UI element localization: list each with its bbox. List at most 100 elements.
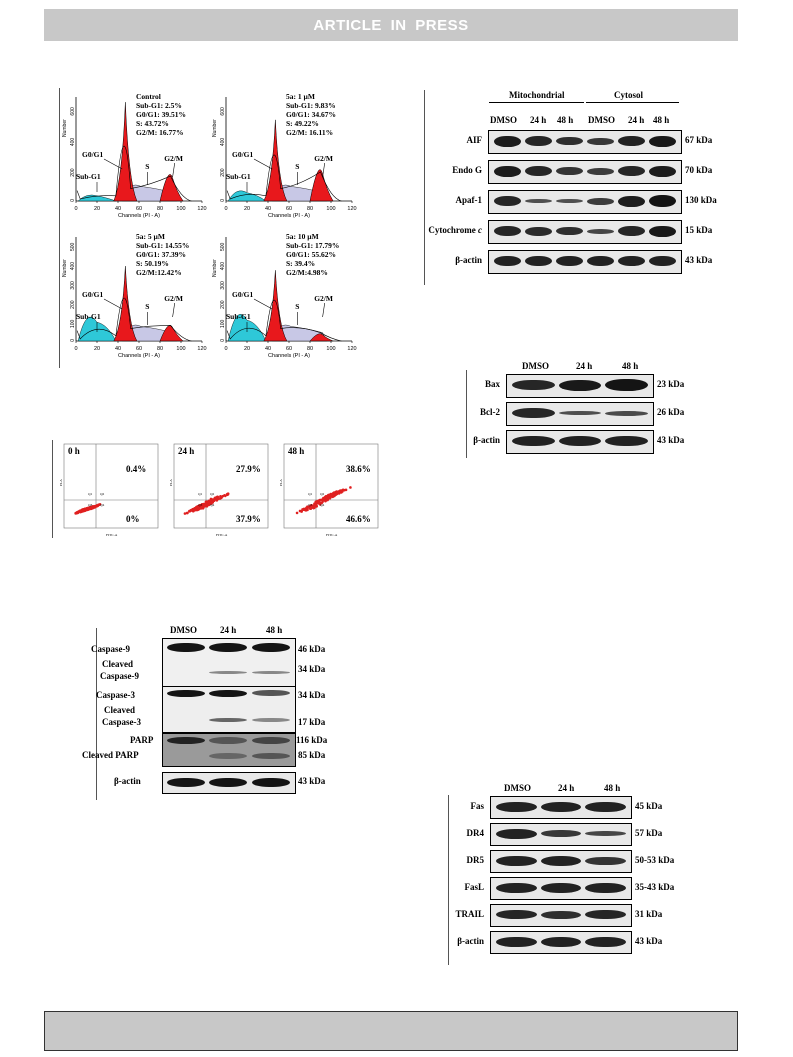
y-tick-label: 300	[70, 281, 76, 290]
blot-row-label: Apaf-1	[455, 195, 483, 205]
quadrant-q4: Q4	[320, 503, 325, 507]
event-dot	[200, 502, 204, 506]
lane-label: 48 h	[622, 361, 639, 371]
lane-label: 48 h	[557, 115, 574, 125]
y-tick-label: 100	[70, 320, 76, 329]
kda-cleaved-parp: 85 kDa	[298, 750, 326, 760]
event-dot	[192, 509, 195, 512]
event-dot	[91, 505, 95, 508]
event-dot	[321, 498, 324, 502]
flow-svg: 0 h 0.4% 0% Q1 Q2 Q3 Q4 FITC-A PI-A 24 h 27.9% 37.9…	[59, 443, 379, 537]
blot-row-label: Endo G	[452, 165, 482, 175]
phase-label-g2m: G2/M	[164, 154, 183, 163]
band	[558, 436, 602, 446]
event-dot	[300, 510, 303, 513]
y-tick-label: 200	[70, 300, 76, 309]
event-dot	[301, 508, 304, 511]
band	[556, 167, 583, 175]
x-tick-label: 0	[74, 206, 77, 212]
quadrant-q3: Q3	[198, 503, 203, 507]
phase-label-s: S	[145, 162, 149, 171]
band	[209, 718, 247, 722]
histogram-panel: 0 20 40 60 80 100 120 0 100 200 300 400 500 Number Cha…	[62, 232, 207, 359]
label-cleaved-caspase-9: Caspase-9	[100, 671, 140, 681]
kda-caspase-9: 46 kDa	[298, 644, 326, 654]
band	[512, 436, 555, 446]
g0-g1-peak	[263, 270, 288, 342]
band	[540, 830, 582, 837]
blot-row-label: TRAIL	[455, 908, 484, 919]
event-dot	[339, 489, 342, 493]
band	[556, 227, 583, 235]
band	[209, 778, 247, 787]
fit-envelope	[226, 299, 342, 342]
flow-panel: 24 h 27.9% 37.9% Q1 Q2 Q3 Q4 FITC-A PI-A	[169, 443, 269, 537]
phase-label-s: S	[145, 302, 149, 311]
label-cleaved-caspase-3: Caspase-3	[102, 717, 142, 727]
y-tick-label: 200	[220, 300, 226, 309]
blot-row-label: FasL	[464, 881, 484, 892]
panel-divider	[466, 370, 467, 458]
event-dot	[212, 499, 216, 503]
label-cleaved-parp: Cleaved PARP	[82, 750, 139, 760]
blot-row-label: AIF	[466, 135, 483, 145]
blot-strip	[490, 823, 632, 846]
band	[167, 643, 205, 652]
g2-m-peak	[159, 174, 184, 202]
blot-row-kda: 67 kDa	[685, 135, 713, 145]
band	[525, 199, 552, 203]
group-cytosol: Cytosol	[614, 90, 643, 100]
x-tick-label: 40	[115, 346, 121, 352]
g0-g1-peak	[263, 119, 288, 202]
flow-q2-value: 27.9%	[236, 464, 261, 474]
g2-m-peak	[159, 325, 184, 342]
event-dot	[208, 502, 211, 506]
band	[585, 910, 626, 919]
event-dot	[96, 504, 100, 507]
plot-frame	[173, 443, 269, 529]
lane-label: 24 h	[558, 783, 575, 793]
blot-row-kda: 50-53 kDa	[635, 854, 675, 865]
y-tick-label: 100	[220, 320, 226, 329]
blot-strip	[488, 190, 682, 214]
quadrant-q4: Q4	[100, 503, 105, 507]
blot-row-label: Bax	[484, 379, 500, 389]
band	[252, 643, 290, 652]
quadrant-q3: Q3	[88, 503, 93, 507]
flow-q2-value: 38.6%	[346, 464, 371, 474]
flow-panel: 48 h 38.6% 46.6% Q1 Q2 Q3 Q4 FITC-A PI-A	[279, 443, 379, 537]
histogram-stat: G2/M:12.42%	[136, 268, 182, 277]
event-dot	[183, 512, 187, 515]
band	[209, 643, 247, 652]
band	[587, 228, 614, 234]
flow-y-axis: PI-A	[279, 479, 283, 486]
event-dot	[85, 508, 89, 511]
blot-row-kda: 43 kDa	[685, 255, 713, 265]
band	[494, 135, 521, 147]
blot-row-kda: 43 kDa	[657, 435, 685, 445]
arrow	[172, 162, 175, 178]
event-dot	[225, 492, 229, 496]
event-dot	[215, 499, 219, 502]
y-tick-label: 0	[220, 339, 226, 342]
y-axis-title: Number	[62, 119, 68, 137]
event-dot	[196, 506, 200, 510]
blot-row-label: Bcl-2	[480, 407, 500, 417]
band	[494, 165, 521, 177]
kda-parp: 116 kDa	[296, 735, 328, 745]
band	[556, 256, 583, 266]
blot-strip	[490, 850, 632, 873]
arrow	[322, 162, 325, 178]
histogram-stat: G2/M:4.98%	[286, 268, 328, 277]
quadrant-q1: Q1	[198, 492, 203, 496]
band	[605, 436, 648, 446]
kda-beta-actin: 43 kDa	[298, 776, 326, 786]
banner-text: ARTICLE IN PRESS	[313, 16, 469, 34]
y-tick-label: 400	[70, 262, 76, 271]
band	[167, 690, 205, 697]
histogram-stat: S: 43.72%	[136, 119, 169, 128]
quadrant-q4: Q4	[210, 503, 215, 507]
histogram-stat: 5a: 5 µM	[136, 232, 165, 241]
x-tick-label: 120	[347, 206, 356, 212]
